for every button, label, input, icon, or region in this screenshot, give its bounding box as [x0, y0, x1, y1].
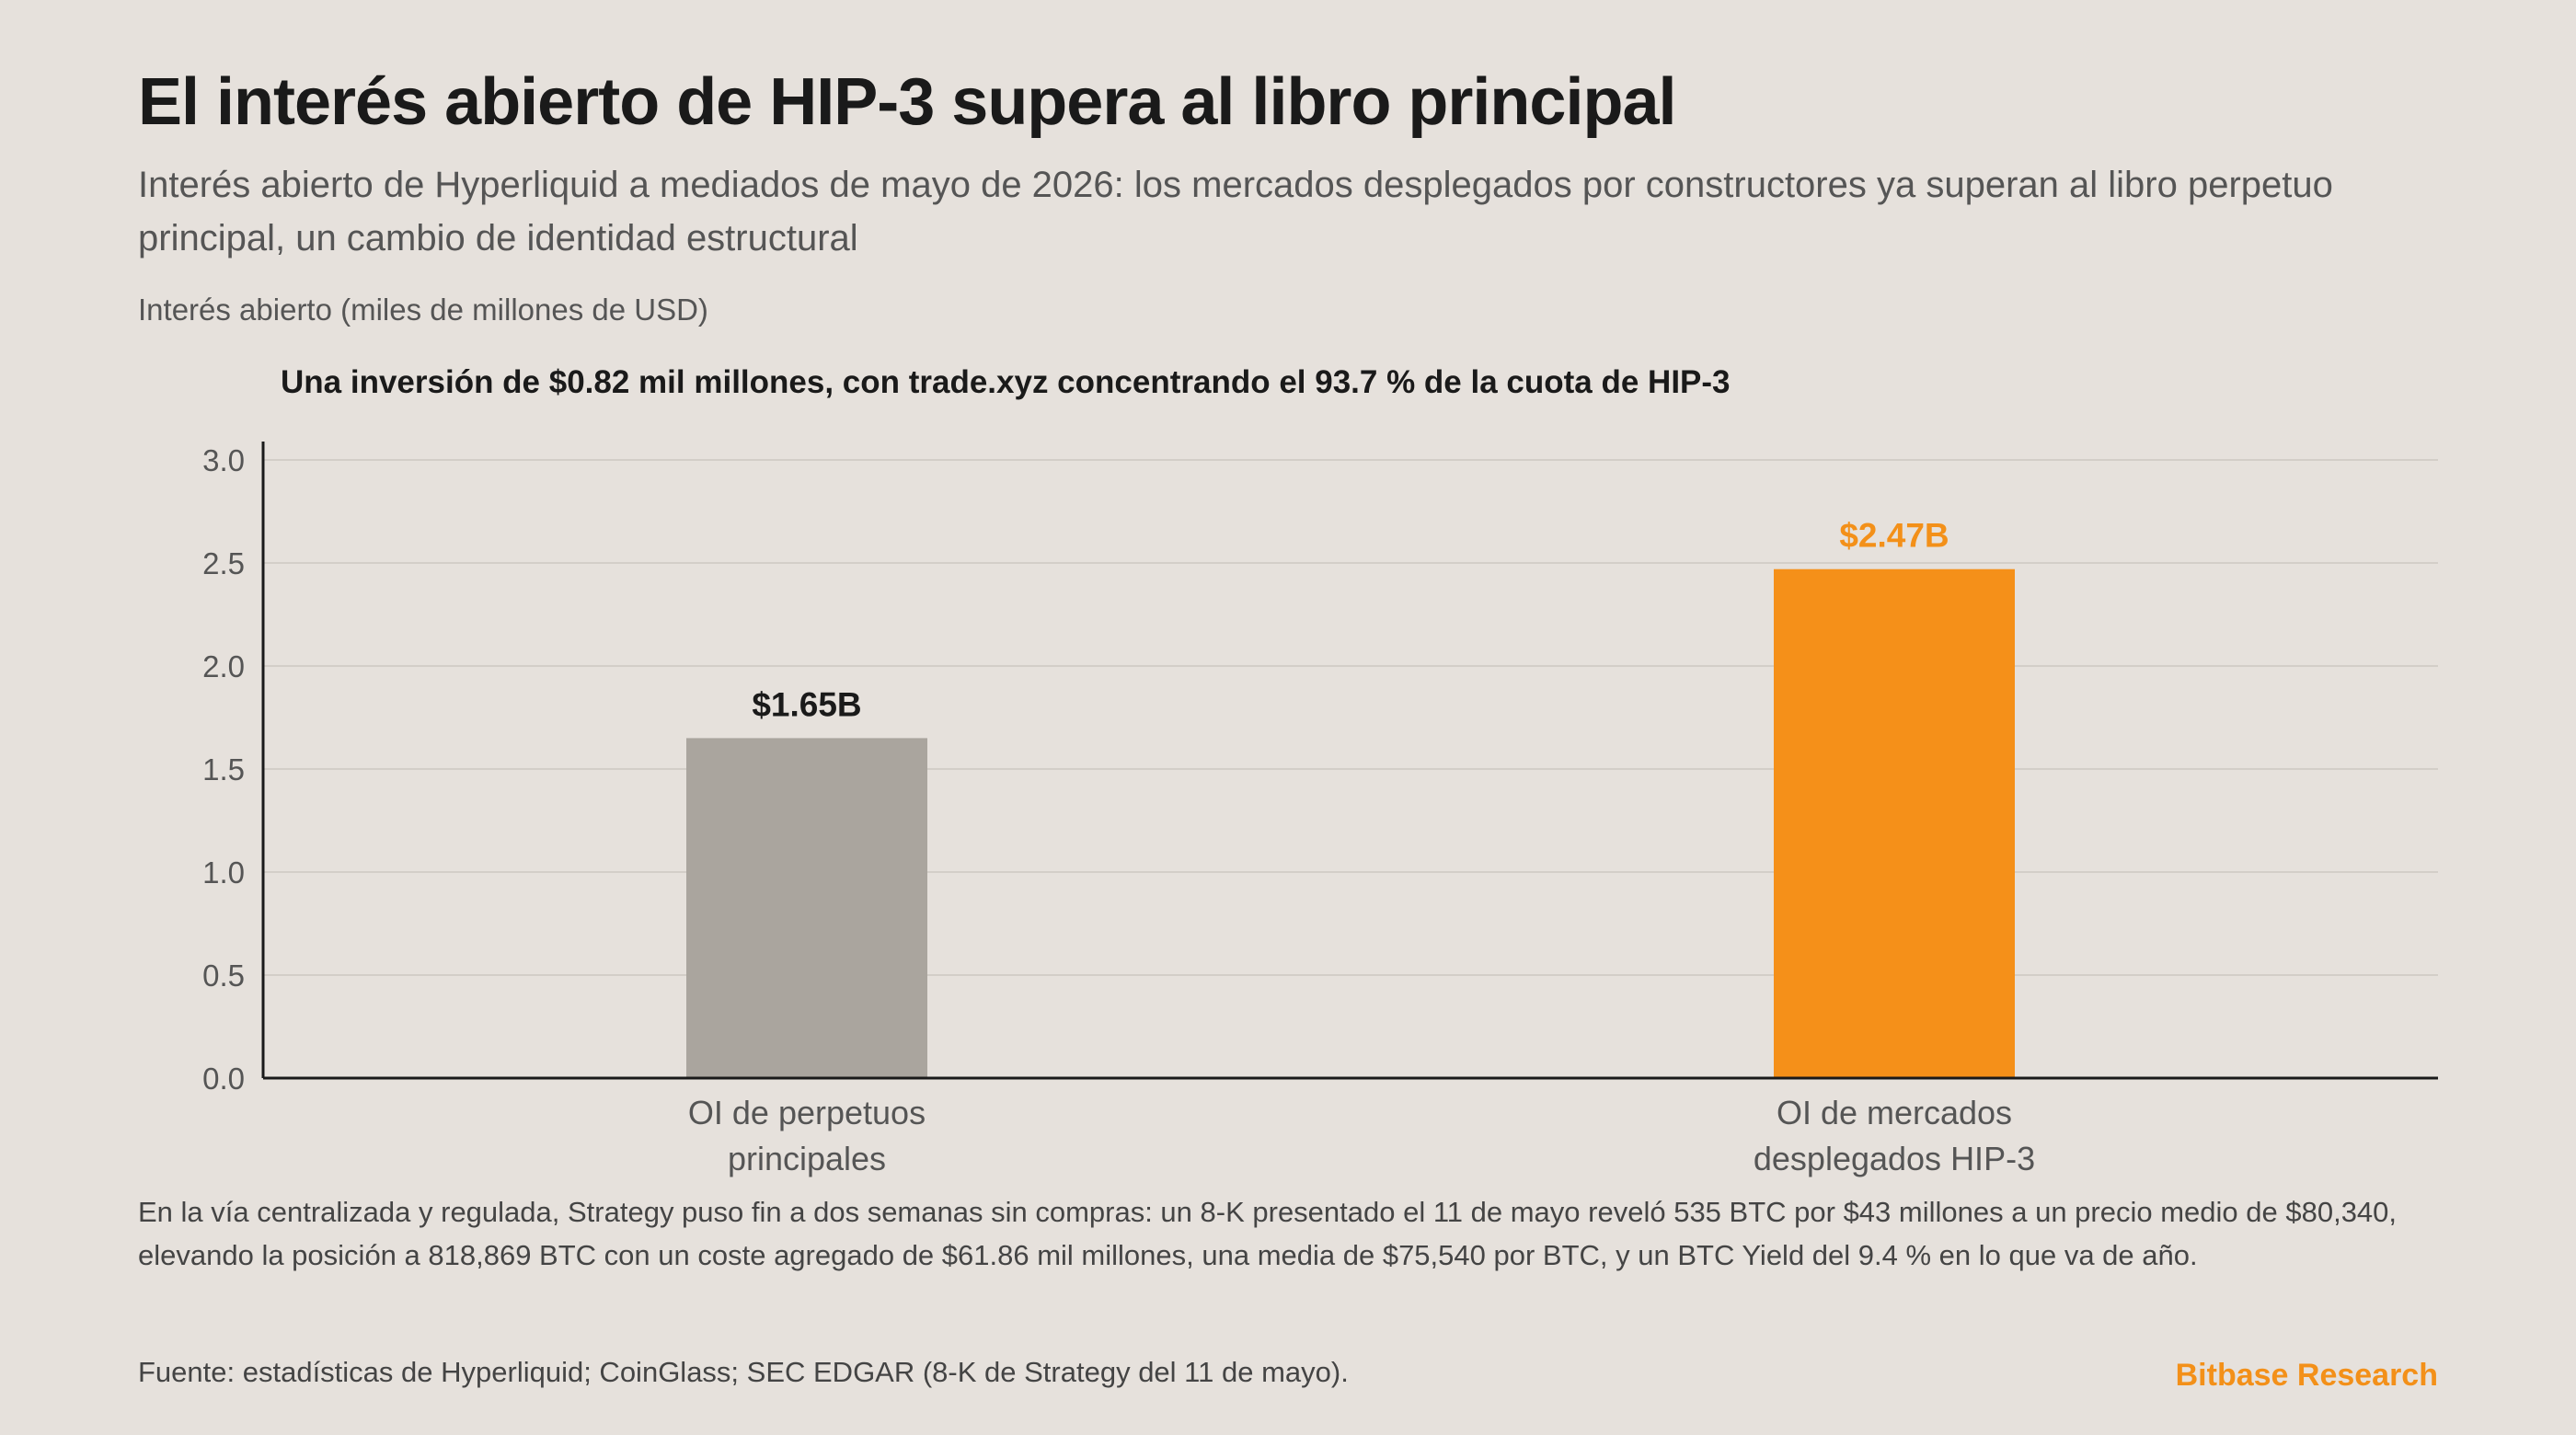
x-category-label: OI de mercados: [1777, 1094, 2012, 1131]
x-category-label: desplegados HIP-3: [1754, 1140, 2035, 1177]
brand-logo-text: Bitbase Research: [2175, 1358, 2438, 1393]
y-tick-label: 2.5: [202, 546, 245, 580]
data-label: $2.47B: [1839, 517, 1949, 555]
y-tick-label: 0.5: [202, 959, 245, 993]
y-tick-label: 1.0: [202, 855, 245, 890]
chart-title: El interés abierto de HIP-3 supera al li…: [138, 65, 1676, 139]
axes: [261, 442, 2438, 1080]
x-category-label: principales: [728, 1140, 886, 1177]
x-category-label: OI de perpetuos: [688, 1094, 926, 1131]
bar-1: [686, 738, 927, 1078]
x-category-labels: OI de perpetuos principales OI de mercados…: [688, 1094, 2035, 1177]
bar-chart: 0.0 0.5 1.0 1.5 2.0 2.5 3.0 $1.65B $2.47B OI de…: [202, 442, 2438, 1177]
source-note: Fuente: estadísticas de Hyperliquid; Coi…: [138, 1356, 1349, 1388]
data-labels: $1.65B $2.47B: [752, 517, 1949, 724]
y-tick-label: 1.5: [202, 752, 245, 786]
y-tick-label: 0.0: [202, 1062, 245, 1096]
bars: [686, 568, 2015, 1078]
body-text: En la vía centralizada y regulada, Strat…: [138, 1196, 2398, 1271]
y-tick-labels: 0.0 0.5 1.0 1.5 2.0 2.5 3.0: [202, 443, 245, 1096]
grid-lines: [263, 459, 2438, 976]
y-axis-label: Interés abierto (miles de millones de US…: [138, 293, 708, 327]
y-tick-label: 3.0: [202, 443, 245, 477]
chart-annotation: Una inversión de $0.82 mil millones, con…: [281, 364, 1731, 400]
y-tick-label: 2.0: [202, 649, 245, 683]
bar-2: [1774, 568, 2015, 1078]
data-label: $1.65B: [752, 685, 861, 723]
chart-subtitle: Interés abierto de Hyperliquid a mediado…: [138, 165, 2333, 258]
